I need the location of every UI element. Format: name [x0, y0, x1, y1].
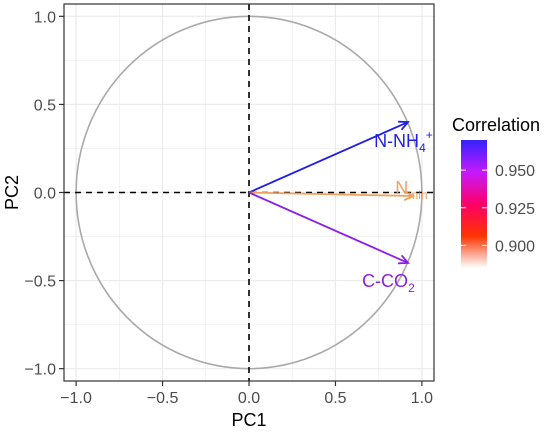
plot-panel: N-NH4+ Nmin C-CO2: [63, 3, 435, 382]
y-tick-label: 0.0: [34, 186, 56, 203]
vector-arrowhead: [403, 190, 416, 201]
vector-arrowhead: [398, 254, 410, 265]
vector-label-base: C-CO: [362, 271, 408, 291]
vector-label: C-CO2: [362, 271, 415, 295]
vector-label-superscript: +: [426, 128, 433, 142]
x-tick-label: 0.5: [324, 390, 346, 407]
vector-arrowhead: [398, 120, 410, 131]
y-axis-title: PC2: [2, 175, 22, 210]
y-tick-label: −0.5: [24, 274, 56, 291]
vector-label-subscript: 2: [408, 281, 415, 295]
legend-colorbar: [461, 140, 487, 268]
y-tick-label: 0.5: [34, 97, 56, 114]
vector-label-subscript: 4: [419, 141, 426, 155]
vector-label: Nmin: [395, 178, 427, 202]
legend-tick-label: 0.925: [495, 201, 535, 218]
vector-label: N-NH4+: [374, 128, 433, 155]
vector-label-subscript: min: [408, 188, 427, 202]
x-tick-label: −0.5: [147, 390, 179, 407]
y-axis: −1.0 −0.5 0.0 0.5 1.0: [24, 9, 64, 379]
vector-line: [248, 121, 409, 194]
vector-labels: N-NH4+ Nmin C-CO2: [362, 128, 433, 295]
x-tick-label: −1.0: [60, 390, 92, 407]
legend-tick-label: 0.900: [495, 238, 535, 255]
vector-label-base: N: [395, 178, 408, 198]
vector-line: [248, 191, 414, 197]
y-tick-label: −1.0: [24, 362, 56, 379]
y-tick-label: 1.0: [34, 9, 56, 26]
x-axis-title: PC1: [231, 410, 266, 430]
legend-title: Correlation: [452, 115, 540, 135]
legend-ticks: 0.950 0.925 0.900: [461, 163, 535, 255]
legend-tick-label: 0.950: [495, 163, 535, 180]
x-tick-label: 0.0: [238, 390, 260, 407]
x-tick-label: 1.0: [411, 390, 433, 407]
vector-line: [248, 191, 409, 264]
legend: Correlation 0.950 0.925 0.900: [452, 115, 540, 268]
vector-arrows: [248, 120, 416, 265]
vector-label-base: N-NH: [374, 131, 419, 151]
x-axis: −1.0 −0.5 0.0 0.5 1.0: [60, 381, 433, 407]
